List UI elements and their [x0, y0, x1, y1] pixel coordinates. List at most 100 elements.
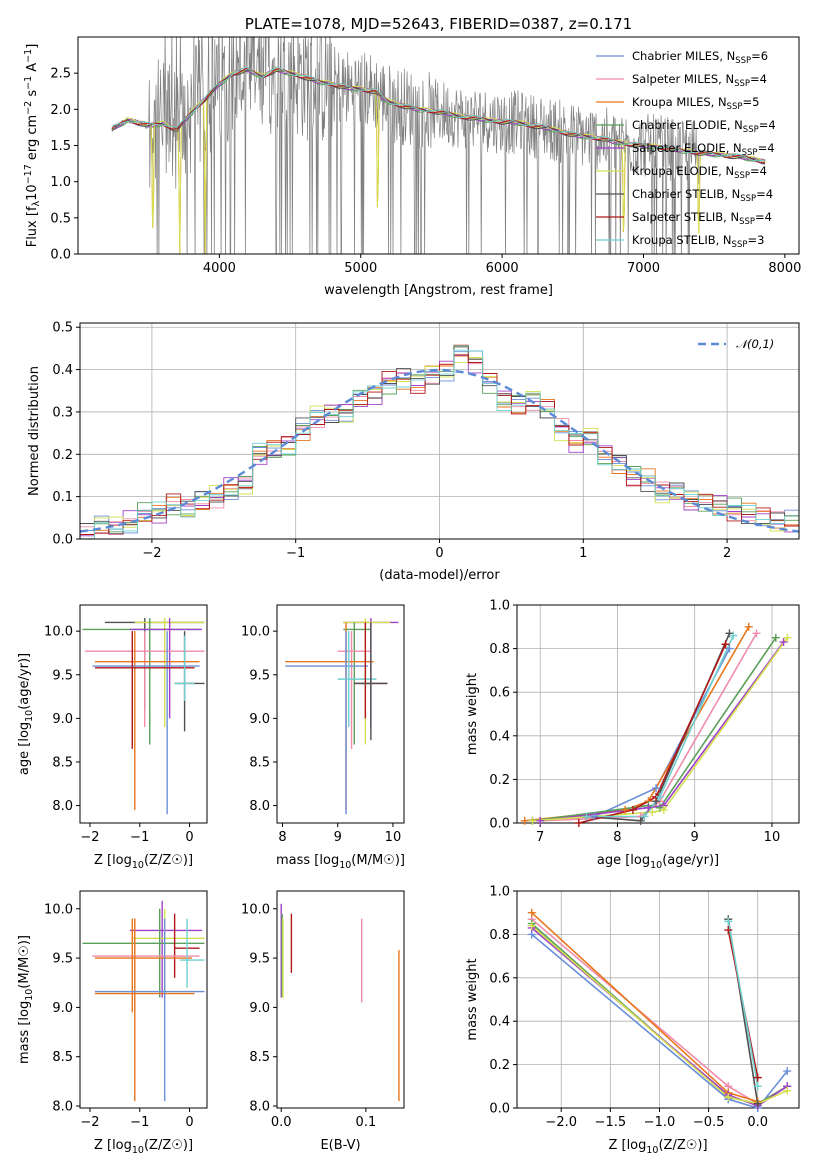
- x-tick-label: −1: [130, 1115, 149, 1130]
- errorbar-point: [82, 908, 205, 998]
- weight-marker: [574, 819, 583, 827]
- x-tick-label: −1: [286, 546, 305, 561]
- y-tick-label: 0.2: [52, 448, 73, 463]
- mass-vs-metallicity-marks: [82, 900, 205, 1102]
- axes-frame: [516, 604, 800, 824]
- weight-marker: [725, 644, 734, 653]
- mass-vs-metallicity: −2 −1 0 8.0 8.5 9.0 9.5 10.0 Z [log10(Z/Z☉)] mass…: [17, 890, 208, 1156]
- age-vs-metallicity: −2 −1 0 8.0 8.5 9.0 9.5 10.0 Z [log10(Z/Z☉)] age …: [17, 604, 208, 871]
- weight-series: [531, 933, 788, 1108]
- y-tick-label: 0.1: [52, 490, 73, 505]
- x-axis-label: (data-model)/error: [379, 568, 500, 583]
- legend-entry: Salpeter STELIB, NSSP=4: [632, 210, 772, 227]
- y-tick-label: 0.4: [489, 1015, 510, 1030]
- histogram-series: [80, 346, 799, 539]
- y-tick-label: 8.0: [52, 799, 73, 814]
- weight-marker: [655, 792, 664, 801]
- errorbar-point: [92, 631, 200, 815]
- weight-marker: [724, 1093, 733, 1102]
- x-tick-label: 0: [435, 546, 443, 561]
- y-tick-label: 10.0: [241, 902, 270, 917]
- y-tick-label: 0.0: [489, 817, 510, 832]
- age-vs-mass: 8 9 10 8.0 8.5 9.0 9.5 10.0 mass [log10(M/M☉)]: [241, 604, 405, 871]
- y-tick-label: 8.0: [249, 1100, 270, 1115]
- weight-marker: [621, 805, 630, 814]
- y-axis-label: mass weight: [465, 673, 480, 755]
- errorbar-point: [82, 618, 200, 745]
- mass-vs-extinction-marks: [280, 903, 400, 1102]
- axes-frame: [79, 604, 208, 824]
- y-axis-label: age [log10(age/yr)]: [17, 653, 35, 775]
- errorbar-point: [179, 918, 205, 988]
- x-tick-label: −0.5: [693, 1115, 725, 1130]
- weight-marker: [636, 816, 645, 825]
- y-tick-label: 8.5: [249, 755, 270, 770]
- weight-marker: [536, 816, 545, 825]
- histogram-series: [80, 349, 799, 539]
- weight-marker: [724, 926, 733, 935]
- weight-series: [532, 648, 731, 822]
- x-tick-label: 0.1: [356, 1115, 377, 1130]
- y-tick-label: 0.0: [50, 248, 71, 263]
- axes-frame: [79, 890, 208, 1109]
- weight-series: [532, 637, 777, 822]
- errorbar-point: [94, 631, 195, 749]
- y-tick-label: 10.0: [44, 902, 73, 917]
- weight-marker: [590, 812, 599, 821]
- mass-weight-vs-age: 7 8 9 10 0.0 0.2 0.4 0.6 0.8 1.0 age [log10(age/yr…: [465, 599, 800, 871]
- x-tick-label: 8: [278, 830, 286, 845]
- y-tick-label: 9.5: [249, 952, 270, 967]
- x-tick-label: −2: [142, 546, 161, 561]
- axes-frame: [516, 890, 800, 1109]
- weight-marker: [659, 805, 668, 814]
- weight-marker: [640, 812, 649, 821]
- y-tick-label: 0.4: [52, 363, 73, 378]
- x-tick-label: 5000: [344, 261, 377, 276]
- y-tick-label: 8.0: [249, 799, 270, 814]
- y-tick-label: 9.0: [249, 712, 270, 727]
- x-tick-label: 7000: [627, 261, 660, 276]
- weight-marker: [582, 812, 591, 821]
- y-tick-label: 0.6: [489, 686, 510, 701]
- errorbar-point: [337, 631, 377, 728]
- legend-entry: Kroupa STELIB, NSSP=3: [632, 233, 764, 250]
- y-tick-label: 0.5: [52, 321, 73, 336]
- x-tick-label: −2: [80, 830, 99, 845]
- legend-entry: Chabrier MILES, NSSP=6: [632, 49, 768, 66]
- y-tick-label: 8.5: [52, 755, 73, 770]
- x-axis-label: Z [log10(Z/Z☉)]: [608, 1138, 707, 1156]
- weight-marker: [783, 1086, 792, 1095]
- legend-entry: Kroupa ELODIE, NSSP=4: [632, 164, 767, 181]
- y-tick-label: 8.5: [249, 1050, 270, 1065]
- y-tick-label: 0.3: [52, 405, 73, 420]
- y-tick-label: 1.0: [489, 885, 510, 900]
- legend-entry: Chabrier ELODIE, NSSP=4: [632, 118, 776, 135]
- legend-entry: Chabrier STELIB, NSSP=4: [632, 187, 773, 204]
- y-axis-label: mass weight: [465, 958, 480, 1040]
- y-axis-label: Flux [fλ10−17 erg cm−2 s−1 A−1]: [23, 44, 42, 248]
- legend-entry: Kroupa MILES, NSSP=5: [632, 95, 759, 112]
- x-tick-label: −1.5: [595, 1115, 627, 1130]
- errorbar-point: [94, 918, 193, 1013]
- y-axis-label: mass [log10(M/M☉)]: [17, 935, 35, 1064]
- errorbar-point: [94, 918, 205, 1102]
- age-vs-mass-marks: [285, 618, 399, 815]
- weight-marker: [744, 622, 753, 631]
- y-tick-label: 8.0: [52, 1100, 73, 1115]
- axes-frame: [276, 604, 405, 824]
- mass-weight-vs-metallicity: −2.0 −1.5 −1.0 −0.5 0.0 0.0 0.2 0.4 0.6 0.8 1.0 Z […: [465, 885, 800, 1156]
- weight-series: [586, 635, 735, 818]
- x-tick-label: 9: [691, 830, 699, 845]
- x-tick-label: 10: [764, 830, 781, 845]
- x-tick-label: 6000: [486, 261, 519, 276]
- errorbar-point: [354, 622, 388, 741]
- weight-marker: [729, 631, 738, 640]
- chart-title: PLATE=1078, MJD=52643, FIBERID=0387, z=0…: [245, 15, 632, 33]
- y-tick-label: 9.5: [52, 952, 73, 967]
- legend: 𝒩(0,1): [698, 337, 774, 351]
- x-tick-label: −1: [130, 830, 149, 845]
- x-tick-label: −2: [80, 1115, 99, 1130]
- y-tick-label: 1.5: [50, 139, 71, 154]
- spectrum-panel: 4000 5000 6000 7000 8000 0.0 0.5 1.0 1.5 2.0 2.5 PL…: [23, 15, 801, 298]
